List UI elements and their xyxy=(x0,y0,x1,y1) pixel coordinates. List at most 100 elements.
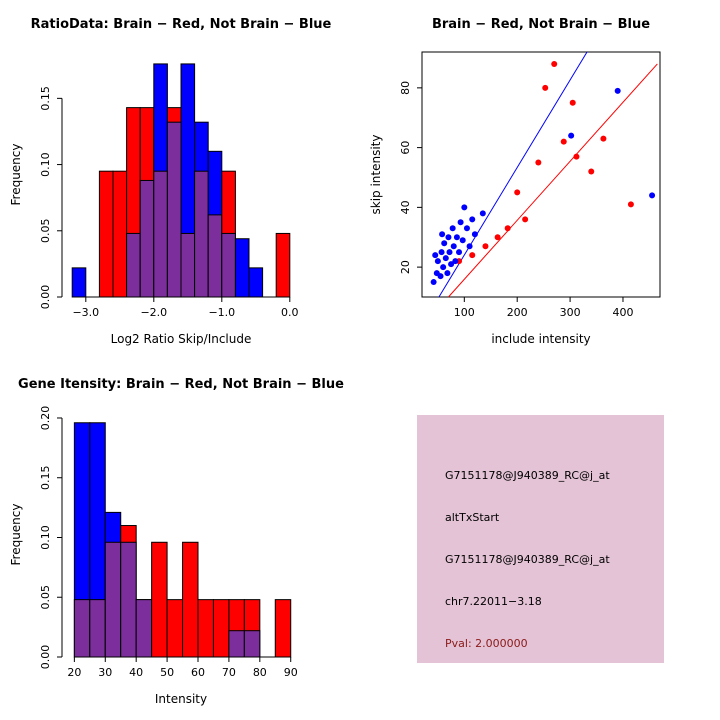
blue-fit-line xyxy=(438,51,588,298)
hist-bar-overlap xyxy=(135,599,153,658)
x-axis-label: Intensity xyxy=(155,692,207,706)
y-tick-label: 0.00 xyxy=(39,645,52,670)
probe-id-text: G7151178@J940389_RC@j_at xyxy=(445,469,610,482)
red-point xyxy=(542,84,549,91)
red-fit-line xyxy=(448,63,658,298)
y-tick-label: 0.10 xyxy=(39,152,52,177)
chart-title: Gene Itensity: Brain − Red, Not Brain − … xyxy=(18,377,344,392)
y-tick-label: 0.20 xyxy=(39,406,52,431)
hist-bar-overlap xyxy=(139,179,155,298)
y-tick-label: 20 xyxy=(399,260,412,274)
hist-bar-overlap xyxy=(153,170,168,298)
blue-point xyxy=(469,216,476,223)
hist-bar-red xyxy=(112,170,128,298)
blue-point xyxy=(463,225,470,232)
x-tick-label: 0.0 xyxy=(281,306,299,319)
hist-bar-overlap xyxy=(120,541,137,658)
blue-point xyxy=(440,264,447,271)
blue-point xyxy=(459,237,466,244)
red-point xyxy=(627,201,634,208)
pval-text: Pval: 2.000000 xyxy=(445,637,528,650)
x-tick-label: 300 xyxy=(560,306,581,319)
hist-bar-overlap xyxy=(166,121,182,298)
red-point xyxy=(569,99,576,106)
blue-point xyxy=(452,258,459,265)
blue-point xyxy=(434,258,441,265)
hist-bar-overlap xyxy=(243,630,261,658)
red-point xyxy=(560,138,567,145)
red-point xyxy=(535,159,542,166)
blue-point xyxy=(441,240,448,247)
red-point xyxy=(504,225,511,232)
x-tick-label: 70 xyxy=(222,666,236,679)
x-tick-label: −2.0 xyxy=(140,306,167,319)
blue-point xyxy=(439,231,446,238)
y-tick-label: 0.10 xyxy=(39,525,52,550)
chart-title: RatioData: Brain − Red, Not Brain − Blue xyxy=(31,17,332,32)
hist-bar-red xyxy=(212,599,230,658)
blue-point xyxy=(456,249,463,256)
y-tick-label: 0.00 xyxy=(39,285,52,310)
ratio-histogram-panel: −3.0 −2.0 −1.0 0.0 0.00 0.05 0.10 0.15 Log2 Rati… xyxy=(9,17,332,346)
x-tick-label: 60 xyxy=(191,666,205,679)
x-tick-label: 400 xyxy=(612,306,633,319)
hist-bar-overlap xyxy=(180,232,196,298)
y-tick-label: 0.15 xyxy=(39,465,52,490)
info-quadrant: G7151178@J940389_RC@j_at altTxStart G715… xyxy=(360,360,720,720)
red-point xyxy=(469,252,476,259)
blue-point xyxy=(437,273,444,280)
x-axis-label: Log2 Ratio Skip/Include xyxy=(111,332,252,346)
blue-point xyxy=(448,261,455,268)
x-tick-label: 80 xyxy=(253,666,267,679)
hist-bar-red xyxy=(197,599,214,658)
hist-bar-overlap xyxy=(104,541,122,658)
plot-box xyxy=(421,51,661,298)
x-tick-label: 50 xyxy=(160,666,174,679)
y-tick-label: 60 xyxy=(399,141,412,155)
hist-bar-red xyxy=(274,599,292,658)
x-tick-label: 40 xyxy=(129,666,143,679)
hist-bar-blue xyxy=(71,267,87,298)
red-point xyxy=(494,234,501,241)
y-tick-label: 0.05 xyxy=(39,219,52,244)
red-point xyxy=(514,189,521,196)
y-tick-label: 40 xyxy=(399,200,412,214)
blue-point xyxy=(446,249,453,256)
x-tick-label: 20 xyxy=(67,666,81,679)
hist-bar-red xyxy=(98,170,114,298)
x-tick-label: 100 xyxy=(454,306,475,319)
red-point xyxy=(522,216,529,223)
red-point xyxy=(551,60,558,67)
hist-bar-blue xyxy=(234,238,250,298)
blue-point xyxy=(450,243,457,250)
hist-bar-red xyxy=(166,599,184,658)
hist-bar-overlap xyxy=(194,170,209,298)
red-point xyxy=(573,153,580,160)
y-tick-label: 0.15 xyxy=(39,86,52,111)
hist-bar-overlap xyxy=(221,232,236,298)
x-tick-label: 30 xyxy=(98,666,112,679)
y-axis-label: Frequency xyxy=(9,504,23,566)
blue-point xyxy=(430,279,437,286)
x-tick-label: −3.0 xyxy=(72,306,99,319)
y-axis-label: Frequency xyxy=(9,144,23,206)
hist-bar-overlap xyxy=(73,599,91,658)
x-axis-label: include intensity xyxy=(491,332,590,346)
blue-point xyxy=(568,132,575,139)
intensity-scatter-panel: 100 200 300 400 20 40 60 80 include intensity ski… xyxy=(369,17,661,346)
hist-bar-red xyxy=(275,232,291,298)
locus-text: chr7.22011−3.18 xyxy=(445,595,542,608)
hist-bar-overlap xyxy=(228,630,245,658)
hist-bar-red xyxy=(182,541,199,658)
x-tick-label: 200 xyxy=(507,306,528,319)
red-point xyxy=(588,168,595,175)
blue-point xyxy=(457,219,464,226)
y-tick-label: 80 xyxy=(399,81,412,95)
blue-point xyxy=(449,225,456,232)
blue-point xyxy=(614,87,621,94)
event-type-text: altTxStart xyxy=(445,511,500,524)
blue-point xyxy=(649,192,656,199)
blue-point xyxy=(444,270,451,277)
probe-id-text-2: G7151178@J940389_RC@j_at xyxy=(445,553,610,566)
blue-point xyxy=(466,243,473,250)
